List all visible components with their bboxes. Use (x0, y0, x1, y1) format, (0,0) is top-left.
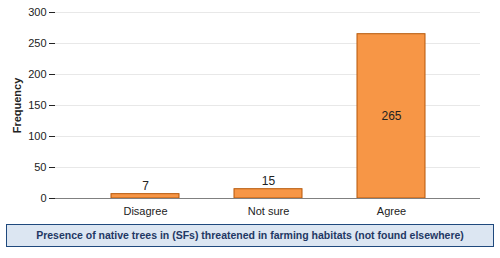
svg-text:0: 0 (40, 192, 46, 204)
svg-text:7: 7 (142, 179, 149, 193)
svg-text:300: 300 (28, 6, 46, 18)
svg-text:265: 265 (381, 109, 401, 123)
svg-text:200: 200 (28, 68, 46, 80)
svg-text:150: 150 (28, 99, 46, 111)
svg-text:Not sure: Not sure (248, 205, 290, 217)
svg-text:250: 250 (28, 37, 46, 49)
html-text:Presence of native trees in (S: Presence of native trees in (SFs) threat… (36, 229, 464, 241)
svg-text:15: 15 (262, 174, 276, 188)
svg-text:Agree: Agree (377, 205, 406, 217)
svg-text:Frequency: Frequency (11, 77, 23, 134)
svg-text:Disagree: Disagree (123, 205, 167, 217)
svg-text:100: 100 (28, 130, 46, 142)
svg-text:50: 50 (34, 161, 46, 173)
